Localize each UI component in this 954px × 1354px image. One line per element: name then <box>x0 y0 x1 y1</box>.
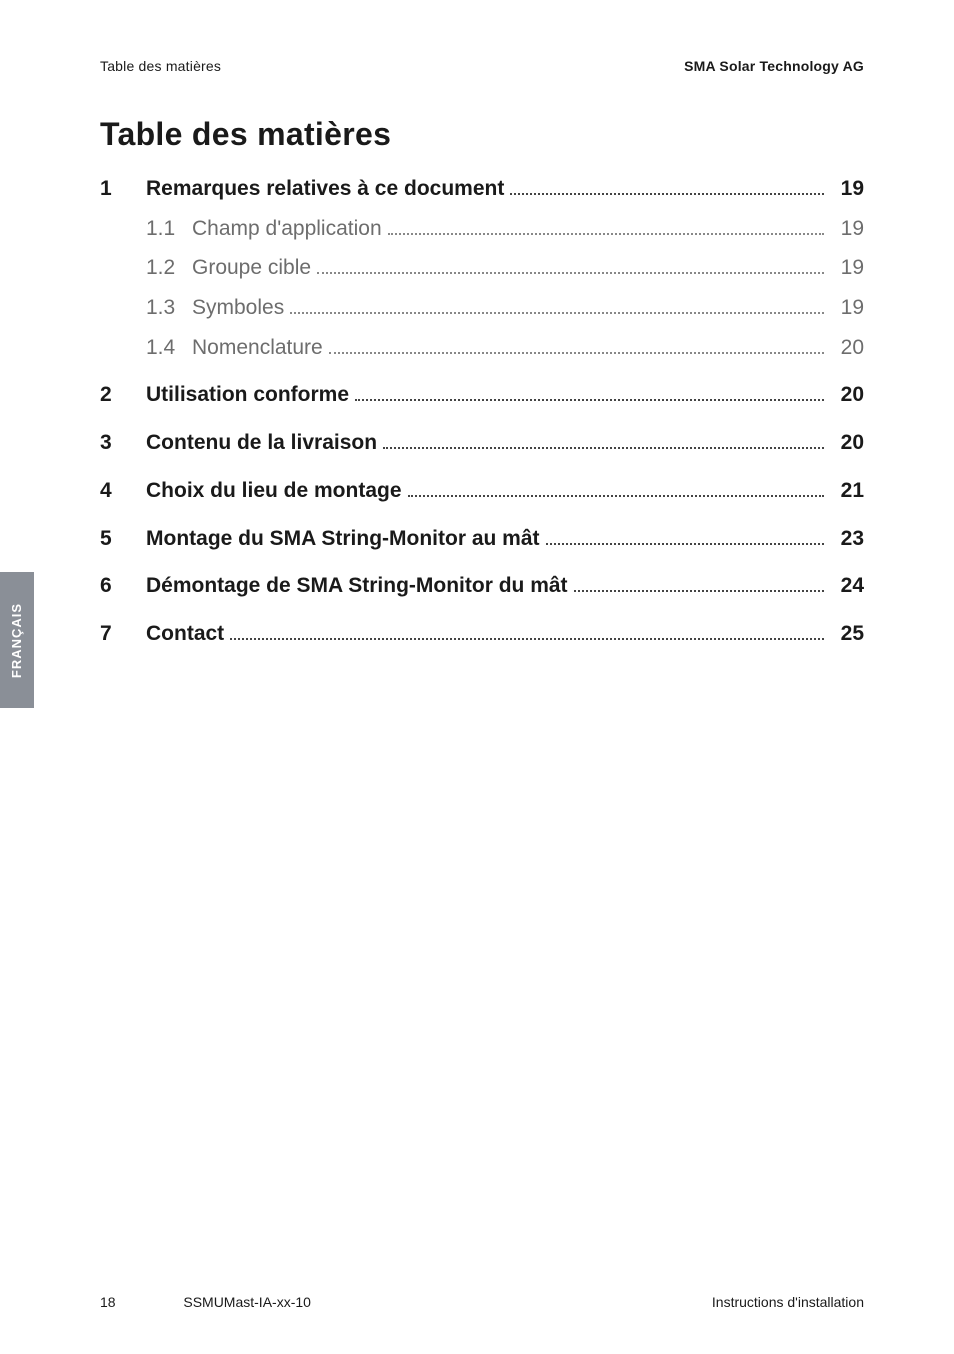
toc-number: 4 <box>100 473 146 509</box>
toc-leader <box>290 293 824 314</box>
toc-entry: 6 Démontage de SMA String-Monitor du mât… <box>100 568 864 604</box>
toc-number: 1.3 <box>146 290 192 326</box>
toc-page: 19 <box>830 171 864 207</box>
toc-leader <box>355 381 824 402</box>
toc-leader <box>388 214 824 235</box>
toc-entry: 2 Utilisation conforme 20 <box>100 377 864 413</box>
toc-number: 1.2 <box>146 250 192 286</box>
toc-leader <box>574 571 824 592</box>
toc-number: 5 <box>100 521 146 557</box>
toc-label: Choix du lieu de montage <box>146 473 402 509</box>
toc-number: 1 <box>100 171 146 207</box>
toc-label: Contenu de la livraison <box>146 425 377 461</box>
toc-page: 24 <box>830 568 864 604</box>
toc-entry: 1 Remarques relatives à ce document 19 <box>100 171 864 207</box>
toc-number: 2 <box>100 377 146 413</box>
toc-page: 23 <box>830 521 864 557</box>
toc-number: 1.4 <box>146 330 192 366</box>
toc-leader <box>230 619 824 640</box>
toc-page: 20 <box>830 377 864 413</box>
toc-entry: 4 Choix du lieu de montage 21 <box>100 473 864 509</box>
toc-number: 3 <box>100 425 146 461</box>
toc-label: Contact <box>146 616 224 652</box>
running-head-right: SMA Solar Technology AG <box>684 58 864 74</box>
toc-title: Table des matières <box>100 116 864 153</box>
toc-label: Groupe cible <box>192 250 311 286</box>
running-head-left: Table des matières <box>100 58 221 74</box>
toc-entry: 5 Montage du SMA String-Monitor au mât 2… <box>100 521 864 557</box>
toc-label: Montage du SMA String-Monitor au mât <box>146 521 540 557</box>
toc-leader <box>329 333 824 354</box>
language-side-tab: FRANÇAIS <box>0 572 34 708</box>
toc-label: Champ d'application <box>192 211 382 247</box>
toc-entry: 7 Contact 25 <box>100 616 864 652</box>
toc-label: Démontage de SMA String-Monitor du mât <box>146 568 568 604</box>
toc-leader <box>408 476 824 497</box>
toc-page: 19 <box>830 250 864 286</box>
toc-label: Utilisation conforme <box>146 377 349 413</box>
toc-leader <box>317 253 824 274</box>
toc-entry: 1.4 Nomenclature 20 <box>100 330 864 366</box>
toc-label: Nomenclature <box>192 330 323 366</box>
toc-leader <box>546 524 824 545</box>
toc-entry: 1.2 Groupe cible 19 <box>100 250 864 286</box>
toc-page: 19 <box>830 211 864 247</box>
toc-label: Symboles <box>192 290 284 326</box>
toc-page: 19 <box>830 290 864 326</box>
toc-page: 25 <box>830 616 864 652</box>
toc-page: 21 <box>830 473 864 509</box>
toc-entry: 1.1 Champ d'application 19 <box>100 211 864 247</box>
toc-leader <box>383 428 824 449</box>
toc-leader <box>510 174 824 195</box>
toc-entry: 3 Contenu de la livraison 20 <box>100 425 864 461</box>
footer-page-number: 18 <box>100 1294 116 1310</box>
toc-page: 20 <box>830 425 864 461</box>
toc-number: 6 <box>100 568 146 604</box>
language-side-tab-label: FRANÇAIS <box>10 602 25 677</box>
footer-left: 18 SSMUMast-IA-xx-10 <box>100 1294 311 1310</box>
table-of-contents: 1 Remarques relatives à ce document 19 1… <box>100 171 864 652</box>
footer-doc-code: SSMUMast-IA-xx-10 <box>183 1294 311 1310</box>
toc-number: 1.1 <box>146 211 192 247</box>
toc-entry: 1.3 Symboles 19 <box>100 290 864 326</box>
toc-page: 20 <box>830 330 864 366</box>
toc-label: Remarques relatives à ce document <box>146 171 504 207</box>
page-footer: 18 SSMUMast-IA-xx-10 Instructions d'inst… <box>100 1294 864 1310</box>
toc-number: 7 <box>100 616 146 652</box>
footer-right: Instructions d'installation <box>712 1294 864 1310</box>
